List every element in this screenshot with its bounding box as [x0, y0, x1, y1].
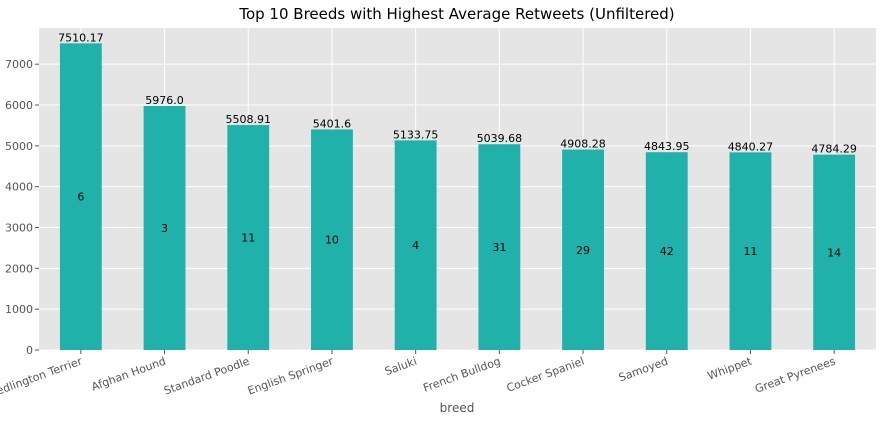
bar-count-label: 6: [77, 191, 84, 204]
bar: [645, 152, 688, 350]
bar-count-label: 31: [492, 241, 506, 254]
x-tick-label: Bedlington Terrier: [0, 354, 84, 400]
bar: [729, 152, 772, 350]
bar-value-label: 5039.68: [477, 132, 523, 145]
bar: [813, 154, 856, 350]
x-tick-label: Standard Poodle: [162, 355, 251, 398]
bar-count-label: 29: [576, 244, 590, 257]
y-axis-ticks: 0 1000 2000 3000 4000 5000 6000 7000: [5, 58, 39, 357]
bar-value-label: 4908.28: [560, 138, 606, 151]
x-axis-label: breed: [440, 401, 475, 415]
bar: [59, 43, 102, 351]
y-tick-label: 7000: [5, 58, 33, 71]
bar-value-label: 5508.91: [226, 113, 272, 126]
bar-count-label: 10: [325, 234, 339, 247]
y-tick-label: 1000: [5, 303, 33, 316]
y-tick-label: 6000: [5, 99, 33, 112]
x-tick-label: Samoyed: [617, 355, 670, 385]
bar-value-label: 5133.75: [393, 128, 439, 141]
bar-value-label: 4784.29: [811, 143, 857, 156]
x-tick-label: Afghan Hound: [90, 355, 168, 394]
bar: [562, 149, 604, 350]
bar: [227, 125, 270, 350]
x-tick-label: Cocker Spaniel: [505, 355, 586, 395]
bar-value-label: 7510.17: [58, 31, 104, 44]
bar-count-label: 11: [241, 232, 255, 245]
bar: [311, 129, 353, 350]
x-tick-label: Whippet: [706, 354, 754, 382]
bar: [394, 140, 437, 350]
bar-count-label: 42: [660, 245, 674, 258]
bar: [143, 105, 186, 351]
bar-count-label: 14: [827, 246, 841, 259]
bar: [478, 144, 521, 350]
y-tick-label: 2000: [5, 262, 33, 275]
bar-count-label: 3: [161, 222, 168, 235]
bar-count-label: 11: [743, 245, 757, 258]
bars: 7510.17 6 5976.0 3 5508.91 11 5401.6 10 5133.75 4…: [58, 31, 857, 351]
x-tick-label: English Springer: [246, 354, 335, 397]
y-tick-label: 4000: [5, 181, 33, 194]
bar-count-label: 4: [412, 239, 419, 252]
y-tick-label: 0: [26, 344, 33, 357]
bar-value-label: 4843.95: [644, 140, 690, 153]
x-tick-label: Great Pyrenees: [753, 355, 837, 396]
bar-value-label: 4840.27: [728, 140, 774, 153]
x-tick-label: Saluki: [383, 355, 419, 379]
bar-value-label: 5401.6: [313, 117, 352, 130]
y-tick-label: 5000: [5, 140, 33, 153]
bar-value-label: 5976.0: [145, 94, 184, 107]
chart-title: Top 10 Breeds with Highest Average Retwe…: [238, 5, 674, 23]
x-tick-label: French Bulldog: [421, 355, 502, 395]
y-tick-label: 3000: [5, 222, 33, 235]
